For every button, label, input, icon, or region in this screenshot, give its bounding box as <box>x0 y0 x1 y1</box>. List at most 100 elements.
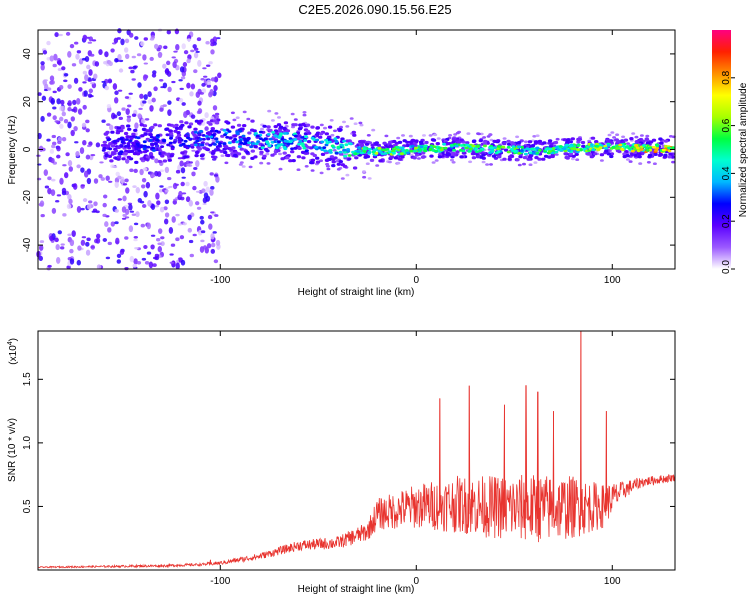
spectrogram-cell <box>375 164 380 167</box>
spectrogram-cell <box>67 160 73 167</box>
spectrogram-cell <box>75 150 80 157</box>
spectrogram-cell <box>146 145 151 149</box>
spectrogram-cell <box>667 155 672 159</box>
spectrogram-cell <box>389 155 394 159</box>
spectrogram-cell <box>481 160 486 164</box>
spectrogram-cell <box>126 115 132 119</box>
spectrogram-cell <box>475 150 479 154</box>
spectrogram-cell <box>139 93 144 99</box>
spectrogram-cell <box>537 148 542 152</box>
spectrogram-cell <box>185 196 191 203</box>
spectrogram-cell <box>157 246 162 253</box>
spectrogram-cell <box>80 184 86 187</box>
spectrogram-cell <box>179 120 184 124</box>
spectrogram-cell <box>456 140 462 144</box>
spectrogram-cell <box>352 133 357 137</box>
spectrogram-cell <box>604 146 609 150</box>
spectrogram-cell <box>542 141 547 145</box>
spectrogram-cell <box>132 65 137 70</box>
spectrogram-cell <box>101 119 106 123</box>
spectrogram-cell <box>239 147 244 151</box>
spectrogram-cell <box>351 130 356 134</box>
spectrogram-cell <box>167 86 172 93</box>
x-tick-label: 100 <box>604 576 621 587</box>
spectrogram-cell <box>290 112 295 116</box>
spectrogram-cell <box>151 73 157 78</box>
spectrogram-cell <box>387 150 392 154</box>
spectrogram-cell <box>607 133 612 137</box>
spectrogram-cell <box>449 143 454 147</box>
spectrogram-cell <box>502 157 507 161</box>
spectrogram-cell <box>153 86 158 92</box>
spectrogram-cell <box>204 135 209 138</box>
spectrogram-cell <box>88 69 93 76</box>
spectrogram-cell <box>141 257 147 261</box>
spectrogram-cell <box>437 155 443 159</box>
spectrogram-cell <box>178 79 183 82</box>
spectrogram-cell <box>112 165 118 169</box>
spectrogram-cell <box>199 154 205 158</box>
spectrogram-cell <box>255 134 260 138</box>
spectrogram-cell <box>160 236 165 240</box>
spectrogram-cell <box>223 133 228 137</box>
spectrogram-cell <box>523 152 528 156</box>
spectrogram-cell <box>131 55 136 59</box>
spectrogram-cell <box>489 138 494 142</box>
spectrogram-cell <box>72 99 77 106</box>
spectrogram-cell <box>109 159 114 163</box>
y-tick-label: 1.5 <box>22 372 33 386</box>
spectrogram-cell <box>327 149 332 153</box>
spectrogram-cell <box>192 133 197 137</box>
spectrogram-cell <box>206 64 211 67</box>
spectrogram-cell <box>115 171 120 177</box>
spectrogram-cell <box>428 147 433 151</box>
spectrogram-cell <box>211 242 216 248</box>
spectrogram-cell <box>259 150 264 154</box>
spectrogram-cell <box>126 155 132 159</box>
spectrogram-cell <box>103 194 108 199</box>
spectrogram-cell <box>520 145 525 149</box>
spectrogram-cell <box>95 210 100 214</box>
spectrogram-cell <box>258 137 263 141</box>
spectrogram-cell <box>69 44 75 49</box>
spectrogram-cell <box>131 213 136 216</box>
spectrogram-cell <box>319 159 323 162</box>
spectrogram-cell <box>164 127 169 131</box>
spectrogram-cell <box>57 59 62 66</box>
spectrogram-cell <box>606 152 612 156</box>
spectrogram-cell <box>529 153 534 158</box>
spectrogram-cell <box>200 143 205 147</box>
spectrogram-cell <box>266 133 271 136</box>
spectrogram-cell <box>167 177 172 181</box>
spectrogram-cell <box>67 84 72 90</box>
spectrogram-cell <box>147 99 152 105</box>
spectrogram-cell <box>568 144 573 148</box>
spectrogram-cell <box>183 134 188 138</box>
spectrogram-cell <box>544 148 549 151</box>
spectrogram-cell <box>203 75 208 78</box>
spectrogram-cell <box>210 38 215 44</box>
spectrogram-cell <box>284 125 289 128</box>
spectrogram-cell <box>84 74 89 82</box>
spectrogram-cell <box>186 82 191 89</box>
spectrogram-cell <box>353 122 358 125</box>
spectrogram-cell <box>82 139 87 146</box>
spectrogram-cell <box>270 119 275 122</box>
colorbar: 0.0 0.2 0.4 0.6 0.8 Normalized spectral ampl… <box>712 30 749 274</box>
spectrogram-cell <box>158 228 163 234</box>
spectrogram-cell <box>547 139 553 143</box>
spectrogram-cell <box>239 141 244 145</box>
spectrogram-cell <box>382 148 387 152</box>
spectrogram-cell <box>177 140 182 144</box>
spectrogram-cell <box>116 111 122 117</box>
spectrogram-cell <box>55 244 60 251</box>
spectrogram-cell <box>54 237 59 243</box>
spectrogram-cell <box>222 142 227 146</box>
spectrogram-cell <box>178 257 183 261</box>
spectrogram-cell <box>50 189 56 196</box>
spectrogram-cell <box>658 153 664 157</box>
spectrogram-cell <box>49 148 55 154</box>
spectrogram-cell <box>668 135 673 138</box>
spectrogram-cell <box>506 150 511 154</box>
spectrogram-cell <box>112 83 118 90</box>
